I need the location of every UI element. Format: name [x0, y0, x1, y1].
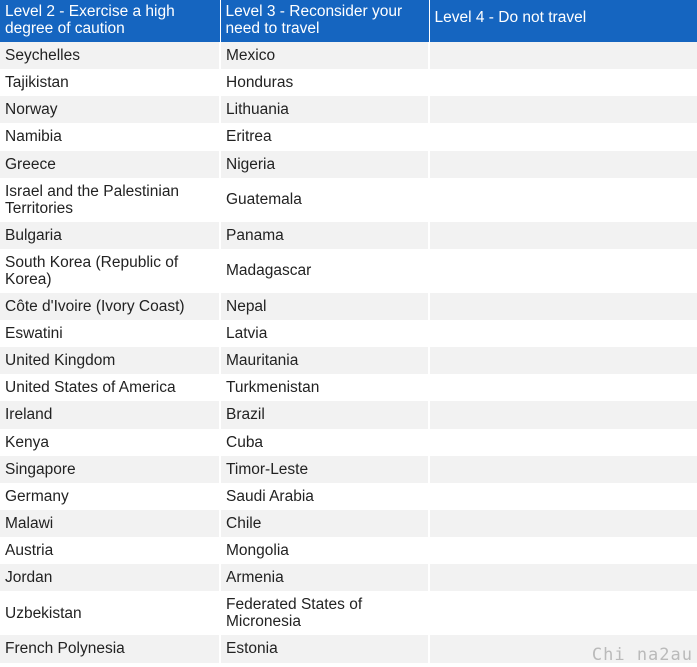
cell-level-4 [429, 635, 697, 663]
cell-level-4 [429, 292, 697, 320]
cell-level-2: Namibia [0, 123, 221, 151]
table-row: Côte d'Ivoire (Ivory Coast) Nepal [0, 292, 697, 320]
cell-level-3: Eritrea [220, 123, 430, 151]
cell-level-3: Panama [220, 221, 430, 249]
cell-level-4 [429, 455, 697, 483]
table-row: Bulgaria Panama [0, 221, 697, 249]
cell-level-4 [429, 401, 697, 429]
cell-level-3: Lithuania [220, 96, 430, 124]
cell-level-3: Mongolia [220, 537, 430, 565]
header-level-4: Level 4 - Do not travel [429, 0, 697, 42]
cell-level-3: Cuba [220, 428, 430, 456]
cell-level-4 [429, 591, 697, 636]
table-row: French Polynesia Estonia [0, 635, 697, 663]
table-row: Kenya Cuba [0, 428, 697, 456]
table-row: United States of America Turkmenistan [0, 374, 697, 402]
cell-level-2: Israel and the Palestinian Territories [0, 177, 221, 222]
table-row: Germany Saudi Arabia [0, 482, 697, 510]
cell-level-4 [429, 482, 697, 510]
cell-level-3: Mauritania [220, 347, 430, 375]
cell-level-2: Eswatini [0, 319, 221, 348]
table-row: Singapore Timor-Leste [0, 455, 697, 483]
cell-level-3: Timor-Leste [220, 455, 430, 483]
table-header: Level 2 - Exercise a high degree of caut… [0, 0, 697, 42]
cell-level-4 [429, 374, 697, 402]
cell-level-2: United Kingdom [0, 347, 221, 375]
cell-level-4 [429, 509, 697, 538]
cell-level-3: Latvia [220, 319, 430, 348]
cell-level-3: Armenia [220, 564, 430, 592]
header-level-2: Level 2 - Exercise a high degree of caut… [0, 0, 221, 42]
cell-level-4 [429, 537, 697, 565]
cell-level-4 [429, 319, 697, 348]
table-row: Namibia Eritrea [0, 123, 697, 151]
cell-level-4 [429, 96, 697, 124]
cell-level-4 [429, 564, 697, 592]
cell-level-4 [429, 248, 697, 293]
cell-level-2: Ireland [0, 401, 221, 429]
cell-level-3: Nepal [220, 292, 430, 320]
header-row: Level 2 - Exercise a high degree of caut… [0, 0, 697, 42]
table-row: Tajikistan Honduras [0, 69, 697, 97]
table-body: Seychelles Mexico Tajikistan Honduras Norway… [0, 42, 697, 663]
cell-level-3: Nigeria [220, 150, 430, 178]
cell-level-2: Greece [0, 150, 221, 178]
cell-level-2: Kenya [0, 428, 221, 456]
table-row: Ireland Brazil [0, 401, 697, 429]
cell-level-4 [429, 347, 697, 375]
table-row: Uzbekistan Federated States of Micronesia [0, 591, 697, 636]
cell-level-2: Norway [0, 96, 221, 124]
cell-level-2: Austria [0, 537, 221, 565]
cell-level-4 [429, 428, 697, 456]
cell-level-3: Saudi Arabia [220, 482, 430, 510]
cell-level-2: Uzbekistan [0, 591, 221, 636]
cell-level-4 [429, 69, 697, 97]
cell-level-4 [429, 150, 697, 178]
cell-level-2: United States of America [0, 374, 221, 402]
cell-level-3: Brazil [220, 401, 430, 429]
cell-level-3: Estonia [220, 635, 430, 663]
watermark: Chi na2au [591, 645, 693, 665]
cell-level-2: Bulgaria [0, 221, 221, 249]
cell-level-3: Madagascar [220, 248, 430, 293]
cell-level-3: Mexico [220, 42, 430, 70]
table-row: Israel and the Palestinian Territories Gu… [0, 177, 697, 222]
cell-level-2: Jordan [0, 564, 221, 592]
table-row: Austria Mongolia [0, 537, 697, 565]
cell-level-2: Tajikistan [0, 69, 221, 97]
table-row: Seychelles Mexico [0, 42, 697, 70]
table-row: Norway Lithuania [0, 96, 697, 124]
table-row: United Kingdom Mauritania [0, 347, 697, 375]
table-row: Eswatini Latvia [0, 319, 697, 348]
cell-level-2: French Polynesia [0, 635, 221, 663]
cell-level-4 [429, 42, 697, 70]
cell-level-3: Chile [220, 509, 430, 538]
table-row: Greece Nigeria [0, 150, 697, 178]
cell-level-2: Côte d'Ivoire (Ivory Coast) [0, 292, 221, 320]
header-level-3: Level 3 - Reconsider your need to travel [220, 0, 430, 42]
cell-level-3: Honduras [220, 69, 430, 97]
table-row: Jordan Armenia [0, 564, 697, 592]
cell-level-2: South Korea (Republic of Korea) [0, 248, 221, 293]
cell-level-4 [429, 221, 697, 249]
cell-level-2: Germany [0, 482, 221, 510]
table-row: South Korea (Republic of Korea) Madagasca… [0, 248, 697, 293]
cell-level-3: Guatemala [220, 177, 430, 222]
cell-level-2: Singapore [0, 455, 221, 483]
cell-level-4 [429, 123, 697, 151]
cell-level-3: Turkmenistan [220, 374, 430, 402]
cell-level-4 [429, 177, 697, 222]
cell-level-2: Seychelles [0, 42, 221, 70]
table-row: Malawi Chile [0, 509, 697, 538]
cell-level-3: Federated States of Micronesia [220, 591, 430, 636]
cell-level-2: Malawi [0, 509, 221, 538]
